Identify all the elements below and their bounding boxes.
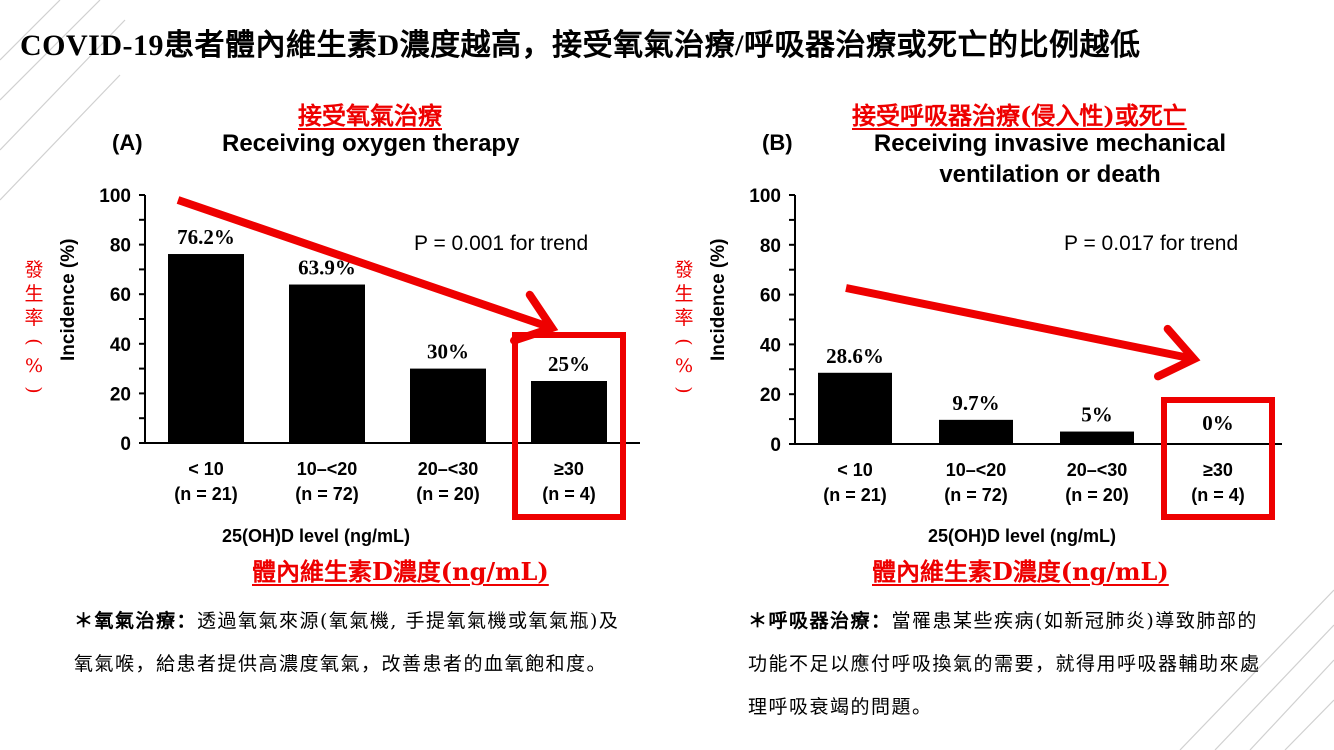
trend-arrow-shaft [845, 284, 1195, 363]
note-ventilator-therapy: ＊呼吸器治療：當罹患某些疾病(如新冠肺炎)導致肺部的功能不足以應付呼吸換氣的需要… [748, 600, 1278, 729]
x-tick-label: 20–<30 [418, 459, 479, 479]
y-axis-label-zh: 發 生 率 ( % ) [673, 258, 695, 402]
y-tick-label: 60 [110, 285, 131, 306]
x-tick-label: < 10 [188, 459, 224, 479]
chart-panel-a: 接受氧氣治療 (A) Receiving oxygen therapy P = … [0, 90, 660, 590]
trend-arrow-head [1153, 324, 1201, 381]
y-axis-label-zh-char: 生 [24, 283, 44, 305]
y-axis-label-zh: 發 生 率 ( % ) [23, 258, 45, 402]
x-tick-label: 10–<20 [297, 459, 358, 479]
y-axis-label-zh-char: 發 [674, 259, 694, 281]
slide-title: COVID-19患者體內維生素D濃度越高，接受氧氣治療/呼吸器治療或死亡的比例越… [20, 29, 1141, 62]
bar-value-label: 25% [548, 352, 590, 376]
panel-letter: (A) [112, 130, 143, 155]
bar-value-label: 0% [1202, 411, 1234, 435]
x-tick-n-label: (n = 72) [944, 485, 1008, 505]
panel-letter: (B) [762, 130, 793, 155]
y-tick-label: 80 [760, 236, 781, 257]
p-trend-annotation: P = 0.017 for trend [1064, 232, 1239, 255]
x-axis-label-zh: 體內維生素D濃度(ng/mL) [252, 557, 549, 586]
x-tick-n-label: (n = 21) [174, 484, 238, 504]
y-tick-label: 80 [110, 236, 131, 257]
note-term: ＊氧氣治療： [74, 610, 198, 632]
bar [939, 419, 1013, 444]
chart-title: Receiving oxygen therapy [222, 130, 520, 157]
x-tick-n-label: (n = 21) [823, 485, 887, 505]
bar-value-label: 5% [1081, 403, 1113, 427]
y-axis-label-zh-char: % [24, 355, 44, 377]
x-tick-n-label: (n = 20) [1065, 485, 1129, 505]
x-tick-n-label: (n = 4) [542, 484, 596, 504]
bar-value-label: 9.7% [952, 391, 999, 415]
note-term: ＊呼吸器治療： [748, 610, 892, 632]
y-axis-label-zh-char: 率 [24, 307, 44, 329]
y-axis-label-zh-char: 率 [674, 307, 694, 329]
y-axis-label-zh-char: 生 [674, 283, 694, 305]
bar [168, 254, 244, 443]
x-tick-n-label: (n = 4) [1191, 485, 1245, 505]
x-tick-label: ≥30 [554, 459, 584, 479]
chart-title-line: Receiving invasive mechanical [873, 130, 1227, 157]
trend-arrow-shaft [176, 196, 554, 332]
highlight-box [1161, 397, 1275, 520]
y-tick-label: 0 [770, 435, 781, 456]
y-tick-label: 40 [760, 335, 781, 356]
chart-panel-b: 接受呼吸器治療(侵入性)或死亡 (B) Receiving invasive m… [660, 90, 1320, 590]
y-tick-label: 100 [99, 186, 131, 207]
y-tick-label: 60 [760, 286, 781, 307]
bar [289, 284, 365, 443]
x-tick-label: ≥30 [1203, 460, 1233, 480]
p-trend-annotation: P = 0.001 for trend [414, 232, 589, 255]
chart-title-zh: 接受呼吸器治療(侵入性)或死亡 [852, 101, 1187, 130]
bar-value-label: 76.2% [177, 225, 235, 249]
bar-chart-b: 0 20 40 60 80 100 28.6% < 10 (n = 21) 9.7% 10–<20 (… [749, 186, 1282, 520]
y-tick-label: 100 [749, 186, 781, 207]
x-axis-label: 25(OH)D level (ng/mL) [222, 526, 411, 546]
x-tick-n-label: (n = 72) [295, 484, 359, 504]
bar [818, 372, 892, 444]
x-tick-label: < 10 [837, 460, 873, 480]
x-axis-label-zh: 體內維生素D濃度(ng/mL) [872, 557, 1169, 586]
bar [410, 368, 486, 443]
chart-title: Receiving invasive mechanical ventilatio… [840, 128, 1260, 190]
y-axis-label-zh-char: % [674, 355, 694, 377]
y-tick-label: 20 [110, 384, 131, 405]
bar [1060, 431, 1134, 444]
highlight-box [512, 332, 626, 520]
note-text: 當罹患某些疾病(如新冠肺炎)導致肺部的功能不足以應付呼吸換氣的需要，就得用呼吸器… [748, 610, 1261, 718]
y-tick-label: 0 [120, 434, 131, 455]
y-axis-label-zh-char: 發 [24, 259, 44, 281]
chart-title-line: ventilation or death [939, 161, 1161, 188]
note-oxygen-therapy: ＊氧氣治療：透過氧氣來源(氧氣機, 手提氧氣機或氧氣瓶)及氧氣喉，給患者提供高濃… [74, 600, 634, 686]
chart-title-zh: 接受氧氣治療 [298, 101, 442, 130]
x-tick-label: 10–<20 [946, 460, 1007, 480]
x-tick-n-label: (n = 20) [416, 484, 480, 504]
bar [531, 381, 607, 443]
bar-value-label: 30% [427, 340, 469, 364]
bar-value-label: 28.6% [826, 344, 884, 368]
trend-arrow-head [510, 290, 559, 345]
y-tick-label: 20 [760, 385, 781, 406]
note-text: 透過氧氣來源(氧氣機, 手提氧氣機或氧氣瓶)及氧氣喉，給患者提供高濃度氧氣，改善… [74, 610, 620, 675]
x-axis-label: 25(OH)D level (ng/mL) [928, 526, 1117, 546]
y-tick-label: 40 [110, 335, 131, 356]
x-tick-label: 20–<30 [1067, 460, 1128, 480]
